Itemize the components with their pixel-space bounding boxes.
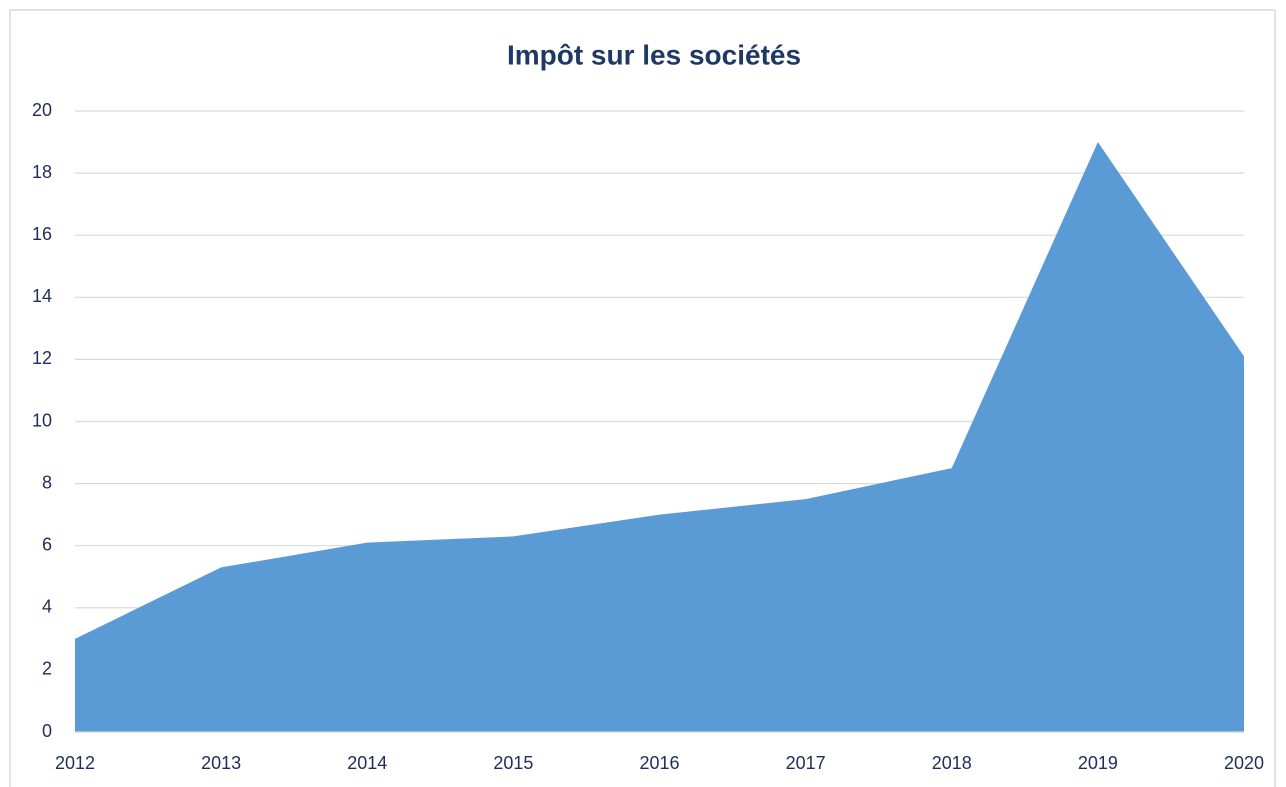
x-tick-label: 2017 [786,753,826,773]
x-tick-label: 2013 [201,753,241,773]
y-tick-label: 2 [42,659,52,679]
x-tick-label: 2020 [1224,753,1264,773]
chart-title: Impôt sur les sociétés [507,39,801,70]
x-tick-label: 2014 [347,753,387,773]
y-tick-label: 8 [42,472,52,492]
y-tick-label: 16 [32,224,52,244]
y-tick-label: 20 [32,100,52,120]
x-tick-label: 2015 [493,753,533,773]
x-tick-label: 2019 [1078,753,1118,773]
x-tick-label: 2012 [55,753,95,773]
y-tick-label: 14 [32,286,52,306]
y-tick-label: 0 [42,721,52,741]
area [75,142,1244,733]
x-tick-label: 2016 [639,753,679,773]
y-tick-label: 18 [32,162,52,182]
y-tick-label: 10 [32,410,52,430]
y-tick-label: 4 [42,597,52,617]
x-tick-label: 2018 [932,753,972,773]
y-tick-label: 6 [42,534,52,554]
y-tick-label: 12 [32,348,52,368]
